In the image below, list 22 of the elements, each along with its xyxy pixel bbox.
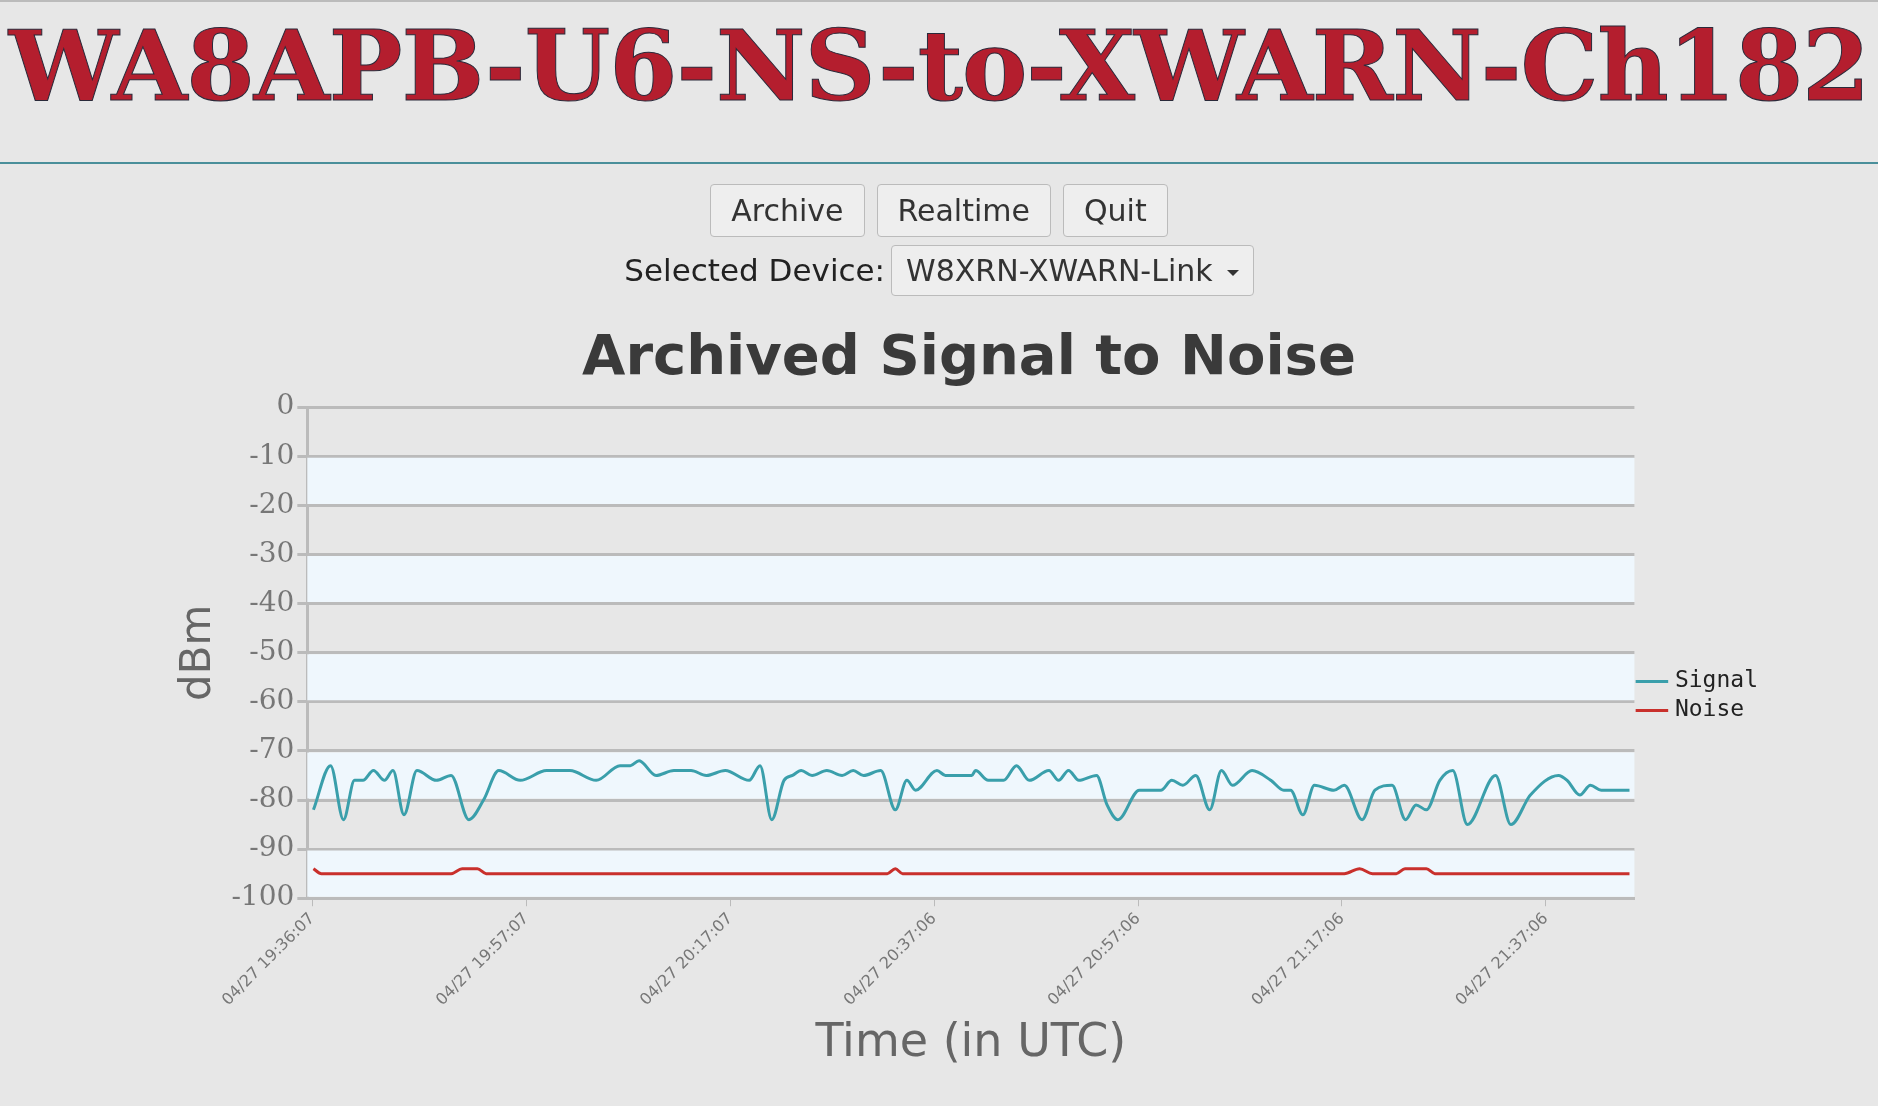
text: Realtime [876,184,1051,237]
y-tick-label: -20 [249,486,295,520]
x-axis-title: Time (in UTC) [814,1013,1127,1068]
text: Quit [1062,184,1168,237]
y-tick-label: -50 [249,633,295,667]
y-tick-label: -30 [249,535,295,569]
text: W8XRN-XWARN-Link [906,253,1213,288]
y-tick-label: -60 [249,683,295,717]
text: Selected Device: [624,252,886,288]
y-tick-label: -100 [231,879,295,913]
text: Archive [710,184,865,237]
y-tick-label: -80 [249,781,295,815]
y-axis-title: dBm [171,604,221,701]
legend-label: Noise [1674,695,1745,722]
chart-title: Archived Signal to Noise [582,322,1356,388]
y-tick-label: -90 [249,830,295,864]
legend-label: Signal [1674,666,1759,693]
y-tick-label: -40 [249,584,295,618]
text: WA8APB-U6-NS-to-XWARN-Ch182 [7,7,1871,123]
y-tick-label: -10 [249,437,295,471]
y-tick-label: -70 [249,732,295,766]
y-tick-label: 0 [276,388,295,422]
